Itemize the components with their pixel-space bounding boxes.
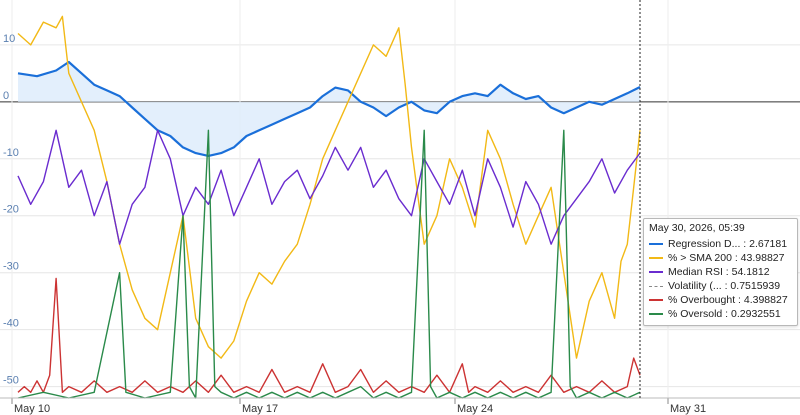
y-tick-label: 0 (3, 90, 9, 102)
tooltip-row-label: Median RSI : 54.1812 (668, 266, 770, 278)
line-swatch-icon (649, 271, 663, 273)
tooltip-date: May 30, 2026, 05:39 (649, 222, 745, 234)
y-tick-label: -20 (3, 204, 19, 216)
x-tick-label: May 17 (242, 403, 278, 415)
y-tick-label: -30 (3, 261, 19, 273)
x-tick-label: May 31 (670, 403, 706, 415)
line-swatch-icon (649, 257, 663, 259)
y-tick-label: -40 (3, 318, 19, 330)
tooltip-row: % Oversold : 0.2932551 (649, 307, 792, 321)
line-swatch-icon (649, 243, 663, 245)
tooltip-row-label: % Overbought : 4.398827 (668, 294, 788, 306)
series-line-1[interactable] (17, 15, 641, 359)
tooltip-row-label: % Oversold : 0.2932551 (668, 308, 781, 320)
tooltip-row: % Overbought : 4.398827 (649, 293, 792, 307)
x-tick-label: May 24 (457, 403, 493, 415)
tooltip-row: Regression D... : 2.67181 (649, 237, 792, 251)
series-line-4[interactable] (17, 277, 641, 393)
plot-area[interactable] (17, 15, 641, 399)
tooltip-row-label: Volatility (... : 0.7515939 (668, 280, 781, 292)
series-fill-regression (18, 62, 640, 156)
series-line-2[interactable] (17, 129, 641, 245)
series-line-5[interactable] (17, 129, 641, 399)
tooltip-row: Median RSI : 54.1812 (649, 265, 792, 279)
tooltip-row-label: Regression D... : 2.67181 (668, 238, 788, 250)
y-tick-label: -50 (3, 375, 19, 387)
tooltip: May 30, 2026, 05:39 Regression D... : 2.… (643, 218, 798, 326)
line-swatch-icon (649, 313, 663, 315)
tooltip-row-label: % > SMA 200 : 43.98827 (668, 252, 785, 264)
grid (0, 0, 800, 398)
series-line-0[interactable] (17, 60, 641, 157)
line-swatch-icon (649, 299, 663, 301)
y-tick-label: -10 (3, 147, 19, 159)
tooltip-rows: Regression D... : 2.67181 % > SMA 200 : 4… (649, 237, 792, 321)
tooltip-row: Volatility (... : 0.7515939 (649, 279, 792, 293)
x-tick-label: May 10 (14, 403, 50, 415)
dashed-line-swatch-icon (649, 285, 663, 287)
tooltip-row: % > SMA 200 : 43.98827 (649, 251, 792, 265)
y-tick-label: 10 (3, 33, 15, 45)
